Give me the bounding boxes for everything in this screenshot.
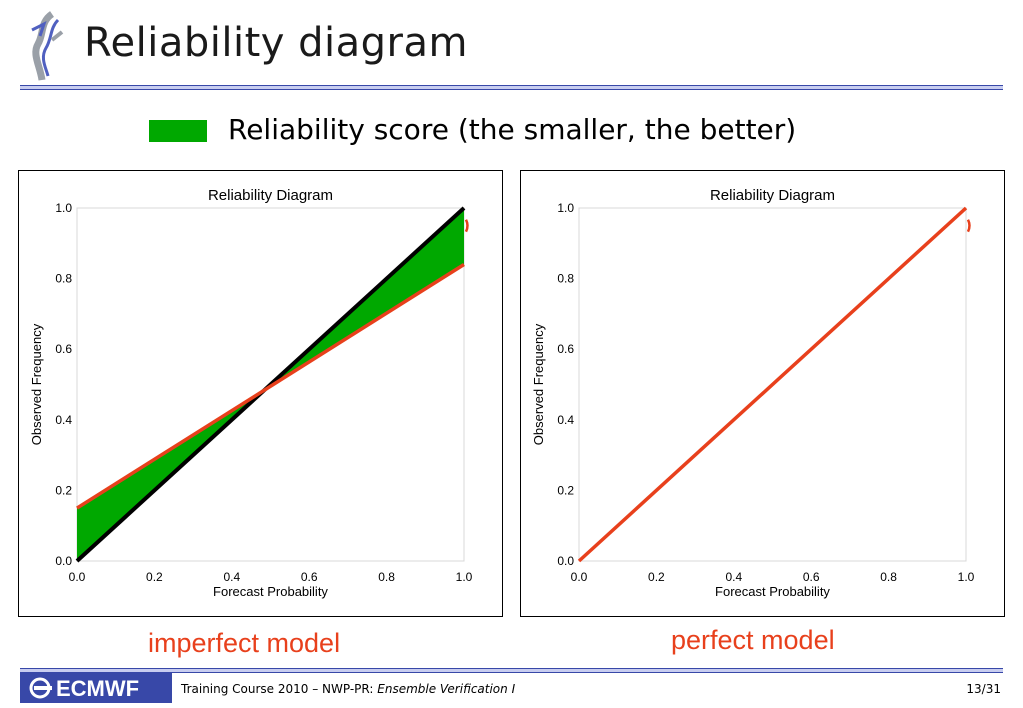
reliability-chart-imperfect: Reliability Diagram 0.0 0.2 0.4 0.6 0.8 1.0 0.0… (29, 187, 473, 599)
plot-frame (76, 207, 465, 562)
x-axis-label: Forecast Probability (715, 584, 830, 599)
slide-title: Reliability diagram (84, 20, 468, 66)
x-tick-label: 0.2 (648, 570, 665, 584)
footer-course-italic: Ensemble Verification I (377, 682, 516, 696)
plot-frame (578, 207, 967, 562)
x-tick-label: 0.0 (69, 570, 86, 584)
chart-title: Reliability Diagram (710, 187, 835, 204)
y-tick-label: 0.6 (557, 342, 574, 356)
footer-course-text: Training Course 2010 – NWP-PR: Ensemble … (181, 682, 515, 696)
x-tick-label: 0.4 (223, 570, 240, 584)
edge-marker (966, 219, 971, 233)
x-axis-label: Forecast Probability (213, 584, 328, 599)
page-number: 13/31 (966, 682, 1001, 696)
y-tick-label: 0.6 (55, 342, 72, 356)
model-reliability-line (577, 206, 968, 563)
y-tick-label: 0.0 (55, 554, 72, 568)
caption-perfect-model: perfect model (671, 625, 835, 655)
caption-imperfect-model: imperfect model (148, 628, 341, 658)
x-tick-label: 1.0 (958, 570, 975, 584)
title-divider (20, 85, 1003, 90)
x-tick-label: 0.8 (378, 570, 395, 584)
footer-divider (20, 668, 1003, 673)
y-tick-label: 0.0 (557, 554, 574, 568)
x-tick-label: 0.0 (571, 570, 588, 584)
legend-label: Reliability score (the smaller, the bett… (228, 113, 797, 146)
footer-course: Training Course 2010 – NWP-PR: (181, 682, 378, 696)
x-tick-label: 0.6 (301, 570, 318, 584)
x-tick-label: 0.4 (725, 570, 742, 584)
y-axis-label: Observed Frequency (531, 323, 546, 445)
y-tick-label: 0.2 (557, 483, 574, 497)
y-tick-label: 0.2 (55, 483, 72, 497)
y-axis-label: Observed Frequency (29, 323, 44, 445)
edge-marker (464, 219, 469, 233)
y-tick-label: 0.4 (55, 413, 72, 427)
reliability-chart-perfect: Reliability Diagram 0.0 0.2 0.4 0.6 0.8 1.0 0.0… (531, 187, 975, 599)
chart-panel-imperfect: Reliability Diagram 0.0 0.2 0.4 0.6 0.8 1.0 0.0… (18, 170, 503, 617)
x-tick-label: 1.0 (456, 570, 473, 584)
ecmwf-swirl-logo-icon (31, 11, 64, 81)
chart-panel-perfect: Reliability Diagram 0.0 0.2 0.4 0.6 0.8 1.0 0.0… (520, 170, 1005, 617)
ecmwf-logo-icon: ECMWF (20, 673, 172, 703)
y-tick-label: 0.4 (557, 413, 574, 427)
x-tick-label: 0.8 (880, 570, 897, 584)
y-tick-label: 1.0 (557, 201, 574, 215)
y-tick-label: 0.8 (557, 272, 574, 286)
footer-logo-text: ECMWF (56, 676, 139, 701)
y-tick-label: 0.8 (55, 272, 72, 286)
legend-swatch (149, 120, 207, 142)
x-tick-label: 0.2 (146, 570, 163, 584)
y-tick-label: 1.0 (55, 201, 72, 215)
ecmwf-footer-logo: ECMWF (20, 673, 172, 703)
x-tick-label: 0.6 (803, 570, 820, 584)
model-reliability-line (76, 262, 465, 510)
chart-title: Reliability Diagram (208, 187, 333, 204)
